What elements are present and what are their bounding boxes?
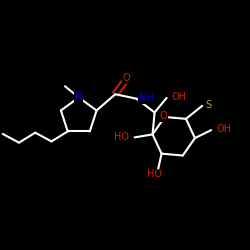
Text: N: N <box>75 92 82 102</box>
Text: OH: OH <box>171 92 186 102</box>
Text: O: O <box>122 73 130 83</box>
Text: OH: OH <box>216 124 231 134</box>
Text: S: S <box>205 100 211 110</box>
Text: HO: HO <box>114 132 128 142</box>
Text: NH: NH <box>138 93 153 103</box>
Text: O: O <box>160 112 167 122</box>
Text: HO: HO <box>147 170 162 179</box>
